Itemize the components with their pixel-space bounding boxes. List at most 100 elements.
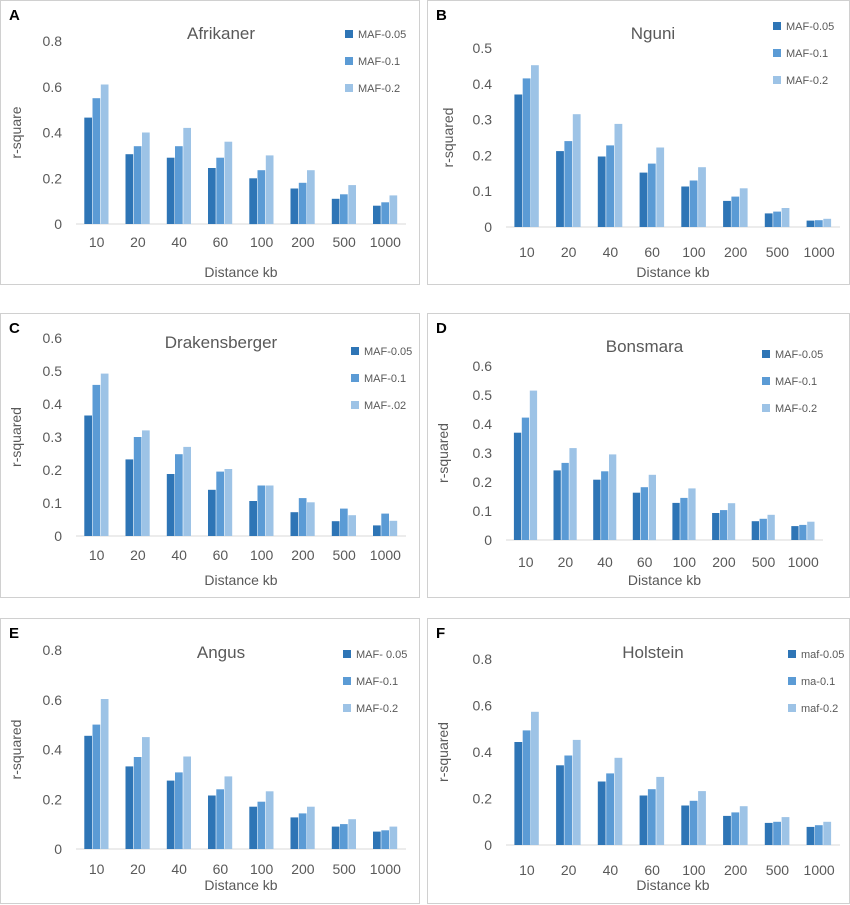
legend-entry: MAF-0.1 (786, 48, 828, 60)
bar (823, 821, 832, 846)
panel-drakensberger: Drakensberger 0 0.1 0.2 0.3 0.4 0.5 0.6 10 20 40 60… (0, 313, 420, 598)
legend-entry: MAF-0.1 (364, 373, 406, 385)
bar (257, 170, 266, 224)
bar (216, 471, 224, 536)
y-tick-label: 0.8 (43, 33, 63, 49)
bar (265, 485, 274, 536)
x-tick-label: 40 (603, 244, 619, 260)
bar (208, 795, 216, 849)
bar (166, 474, 175, 536)
x-tick-label: 1000 (804, 862, 835, 878)
bar (606, 773, 614, 845)
x-tick-label: 1000 (370, 547, 401, 563)
bar (781, 817, 790, 845)
bar (298, 813, 307, 849)
x-axis-label: Distance kb (636, 877, 709, 893)
chart-title: Holstein (622, 643, 683, 662)
x-tick-label: 1000 (370, 861, 401, 877)
bar (723, 815, 731, 845)
x-tick-label: 40 (171, 861, 187, 877)
bar (340, 824, 348, 849)
x-tick-label: 20 (561, 862, 577, 878)
bar (572, 114, 581, 227)
bar (208, 489, 216, 536)
legend-entry: MAF-0.1 (358, 56, 400, 68)
bar (614, 123, 623, 227)
legend-entry: MAF-0.2 (356, 703, 398, 715)
bar (216, 789, 224, 849)
bar (340, 194, 348, 224)
chart-svg: Nguni 0 0.1 0.2 0.3 0.4 0.5 10 20 40 60 100 200 500 10… (440, 21, 840, 280)
bar (183, 127, 191, 224)
x-tick-label: 200 (724, 862, 748, 878)
bar (265, 155, 274, 224)
y-tick-label: 0.6 (473, 698, 493, 714)
y-tick-label: 0.2 (473, 474, 493, 490)
y-tick-label: 0.6 (473, 358, 493, 374)
bar (133, 437, 142, 536)
bar (712, 513, 720, 540)
x-tick-label: 10 (518, 554, 534, 570)
bar (814, 825, 823, 845)
bar (389, 520, 398, 536)
bar (92, 724, 101, 849)
bar (224, 469, 233, 536)
y-tick-label: 0 (484, 219, 492, 235)
bar (514, 94, 523, 227)
bar (290, 512, 299, 536)
bar (183, 446, 191, 536)
bar (84, 415, 92, 536)
x-tick-label: 10 (89, 547, 105, 563)
legend-entry: MAF-0.2 (358, 83, 400, 95)
chart-svg: Drakensberger 0 0.1 0.2 0.3 0.4 0.5 0.6 10 20 40 60… (8, 330, 412, 588)
legend-swatch (773, 22, 781, 30)
bar (556, 151, 564, 227)
bar (92, 384, 101, 536)
bar (373, 525, 381, 536)
x-tick-label: 40 (603, 862, 619, 878)
legend-entry: ma-0.1 (801, 676, 835, 688)
bar (632, 492, 641, 540)
bar (606, 145, 614, 227)
bar (656, 147, 665, 227)
y-tick-label: 0.2 (43, 170, 63, 186)
bar (593, 479, 601, 540)
y-tick-label: 0.2 (43, 791, 63, 807)
bar (672, 502, 680, 540)
legend-swatch (345, 30, 353, 38)
x-axis-label: Distance kb (204, 264, 277, 280)
bar (529, 390, 538, 540)
bar (723, 200, 731, 227)
bar (175, 146, 183, 224)
y-tick-label: 0.3 (473, 445, 493, 461)
x-tick-label: 200 (291, 234, 315, 250)
bar (807, 521, 815, 540)
x-tick-label: 100 (250, 861, 274, 877)
bar (640, 487, 648, 540)
y-tick-label: 0 (484, 532, 492, 548)
legend-entry: MAF-0.05 (358, 29, 406, 41)
y-tick-label: 0.4 (43, 742, 63, 758)
bar (348, 185, 356, 224)
bar (781, 208, 790, 227)
bar (689, 180, 698, 227)
bar (290, 817, 299, 849)
bar (331, 198, 340, 224)
bar (689, 800, 698, 845)
bar (381, 202, 389, 224)
bar (564, 755, 573, 845)
bar (823, 218, 832, 227)
chart-svg: Angus 0 0.2 0.4 0.6 0.8 10 20 40 60 100 200 500 1000 D… (8, 642, 407, 893)
bar (381, 513, 389, 536)
bar (142, 132, 150, 224)
bar (183, 756, 191, 849)
y-axis-label: r-squared (8, 720, 24, 780)
chart-title: Drakensberger (165, 333, 278, 352)
legend-swatch (773, 76, 781, 84)
bar (522, 78, 531, 228)
bar (249, 501, 257, 536)
bar (681, 186, 690, 227)
x-tick-label: 10 (89, 234, 105, 250)
bar (806, 220, 815, 227)
x-tick-label: 100 (250, 547, 274, 563)
